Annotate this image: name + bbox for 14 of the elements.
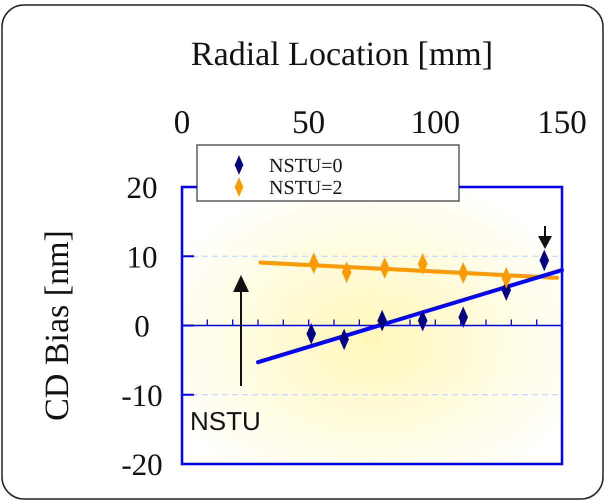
y-tick-label: -20: [121, 447, 163, 482]
x-tick-label: 0: [174, 105, 190, 141]
y-tick-label: -10: [121, 378, 163, 413]
x-tick-label: 100: [410, 105, 460, 141]
x-axis-title: Radial Location [mm]: [190, 36, 494, 73]
x-tick-label: 150: [537, 105, 587, 141]
legend-label: NSTU=2: [269, 177, 343, 199]
y-axis-title: CD Bias [nm]: [39, 230, 76, 421]
y-tick-label: 0: [134, 308, 150, 344]
y-tick-label: 20: [126, 170, 158, 205]
y-tick-label: 10: [126, 239, 158, 274]
annotation: NSTU: [190, 406, 261, 436]
legend-label: NSTU=0: [269, 155, 343, 177]
x-tick-label: 50: [292, 105, 326, 141]
